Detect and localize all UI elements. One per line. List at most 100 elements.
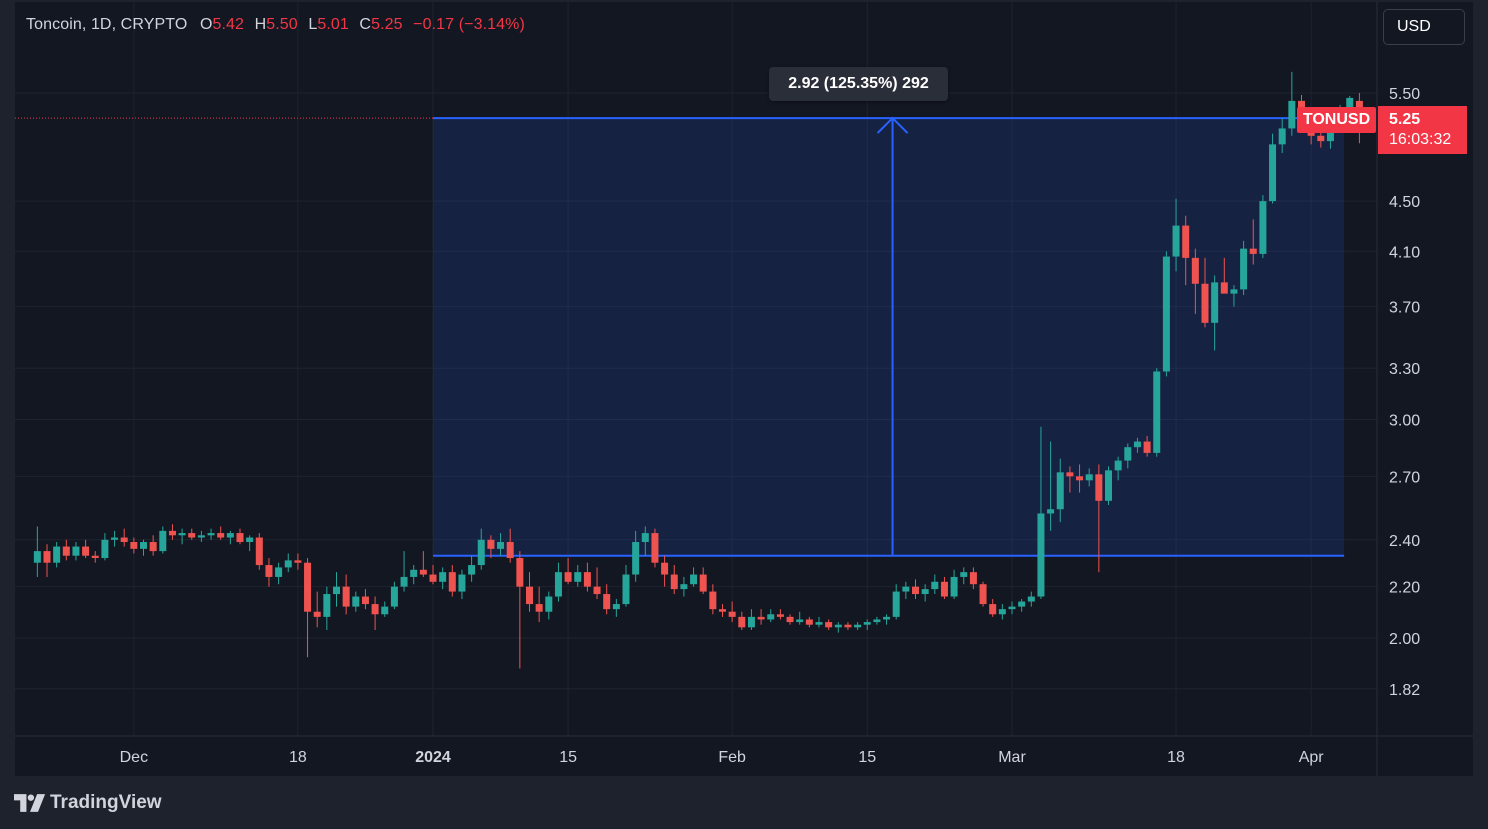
candle-body bbox=[140, 542, 147, 549]
plot-background bbox=[15, 2, 1377, 736]
candle-body bbox=[960, 572, 968, 577]
measure-result-label: 2.92 (125.35%) 292 bbox=[769, 67, 948, 101]
candle-body bbox=[72, 546, 80, 556]
candle-body bbox=[815, 622, 823, 625]
candle-body bbox=[883, 616, 891, 620]
candle bbox=[168, 524, 176, 540]
candle-body bbox=[844, 624, 852, 628]
candle bbox=[709, 584, 717, 615]
candle bbox=[188, 528, 196, 540]
candle bbox=[641, 526, 649, 556]
candle bbox=[680, 576, 688, 597]
time-tick-label: 2024 bbox=[415, 749, 451, 766]
candle-body bbox=[738, 616, 746, 628]
candle-body bbox=[709, 591, 717, 610]
candle bbox=[583, 562, 591, 592]
candle-body bbox=[1346, 97, 1354, 111]
candle-body bbox=[950, 576, 958, 597]
candle-body bbox=[62, 546, 70, 556]
candle-body bbox=[728, 611, 736, 617]
time-tick-label: Apr bbox=[1299, 749, 1325, 766]
candle bbox=[622, 565, 630, 607]
time-tick-label: Feb bbox=[718, 749, 746, 766]
candle-body bbox=[1085, 474, 1093, 481]
tradingview-logo[interactable]: TradingView bbox=[14, 790, 162, 816]
candle bbox=[1249, 219, 1257, 265]
candle bbox=[1240, 240, 1248, 296]
candle-body bbox=[661, 562, 669, 575]
candle bbox=[419, 551, 427, 577]
candle-body bbox=[333, 586, 340, 595]
currency-button[interactable]: USD bbox=[1383, 9, 1465, 45]
time-axis[interactable]: Dec 18 2024 15 Feb 15 Mar 18 Apr bbox=[120, 749, 1325, 766]
candle-body bbox=[1191, 257, 1199, 284]
candle-body bbox=[1018, 601, 1026, 607]
candle-body bbox=[400, 576, 408, 587]
candle-body bbox=[931, 581, 939, 590]
candle-body bbox=[1288, 100, 1296, 129]
candle bbox=[448, 565, 456, 597]
candle bbox=[1220, 257, 1228, 294]
candle bbox=[1133, 437, 1141, 453]
price-tick-label: 2.00 bbox=[1389, 631, 1420, 648]
candle-body bbox=[1143, 441, 1151, 453]
candle bbox=[699, 567, 707, 595]
candle bbox=[255, 533, 263, 570]
candle bbox=[670, 565, 678, 595]
price-tick-label: 4.10 bbox=[1389, 244, 1420, 261]
candle-body bbox=[91, 555, 99, 559]
candle-body bbox=[796, 619, 804, 623]
candle-body bbox=[805, 619, 813, 625]
candle bbox=[458, 569, 466, 600]
candle-body bbox=[487, 539, 495, 549]
symbol-price-tag: TONUSD bbox=[1297, 107, 1376, 133]
candle-body bbox=[854, 624, 862, 628]
candle-body bbox=[545, 596, 553, 612]
price-range-measure[interactable] bbox=[433, 116, 1345, 557]
candle-body bbox=[101, 539, 109, 559]
candle bbox=[912, 579, 919, 600]
candle bbox=[159, 526, 167, 554]
candle bbox=[1047, 441, 1055, 531]
candle bbox=[719, 604, 726, 617]
candle-body bbox=[53, 546, 61, 563]
candle bbox=[1008, 601, 1016, 615]
candle bbox=[197, 530, 205, 543]
candle bbox=[130, 537, 138, 554]
grid bbox=[15, 2, 1377, 736]
candle-body bbox=[323, 594, 331, 617]
candle-body bbox=[564, 572, 572, 582]
candle-body bbox=[1201, 283, 1209, 323]
candle bbox=[545, 591, 553, 620]
candle bbox=[883, 614, 891, 625]
price-axis[interactable]: 5.50 4.50 4.10 3.70 3.30 3.00 2.70 2.40 2.20 2.00… bbox=[1389, 86, 1420, 699]
candle-body bbox=[168, 530, 176, 536]
candle bbox=[728, 601, 736, 623]
candle-body bbox=[477, 539, 485, 566]
candle bbox=[1172, 198, 1180, 272]
candle-body bbox=[178, 533, 186, 536]
candle bbox=[304, 558, 312, 658]
candle-body bbox=[313, 611, 321, 617]
candle-body bbox=[111, 537, 119, 540]
candle-body bbox=[940, 581, 948, 597]
candle bbox=[805, 616, 813, 628]
candle-body bbox=[1066, 472, 1074, 477]
tradingview-logo-icon bbox=[14, 794, 46, 812]
candle-body bbox=[159, 530, 167, 552]
candle bbox=[757, 609, 765, 625]
candle-body bbox=[188, 533, 196, 538]
candle bbox=[902, 581, 910, 600]
low-value: 5.01 bbox=[317, 16, 349, 33]
candle bbox=[101, 533, 109, 561]
candle bbox=[313, 591, 321, 628]
candle bbox=[487, 535, 495, 559]
candle-body bbox=[255, 537, 263, 566]
candle-body bbox=[149, 542, 157, 552]
candle-body bbox=[82, 546, 90, 556]
candle bbox=[1201, 257, 1209, 328]
candle-body bbox=[381, 606, 389, 615]
candle-body bbox=[439, 572, 447, 582]
candle-body bbox=[429, 574, 437, 582]
